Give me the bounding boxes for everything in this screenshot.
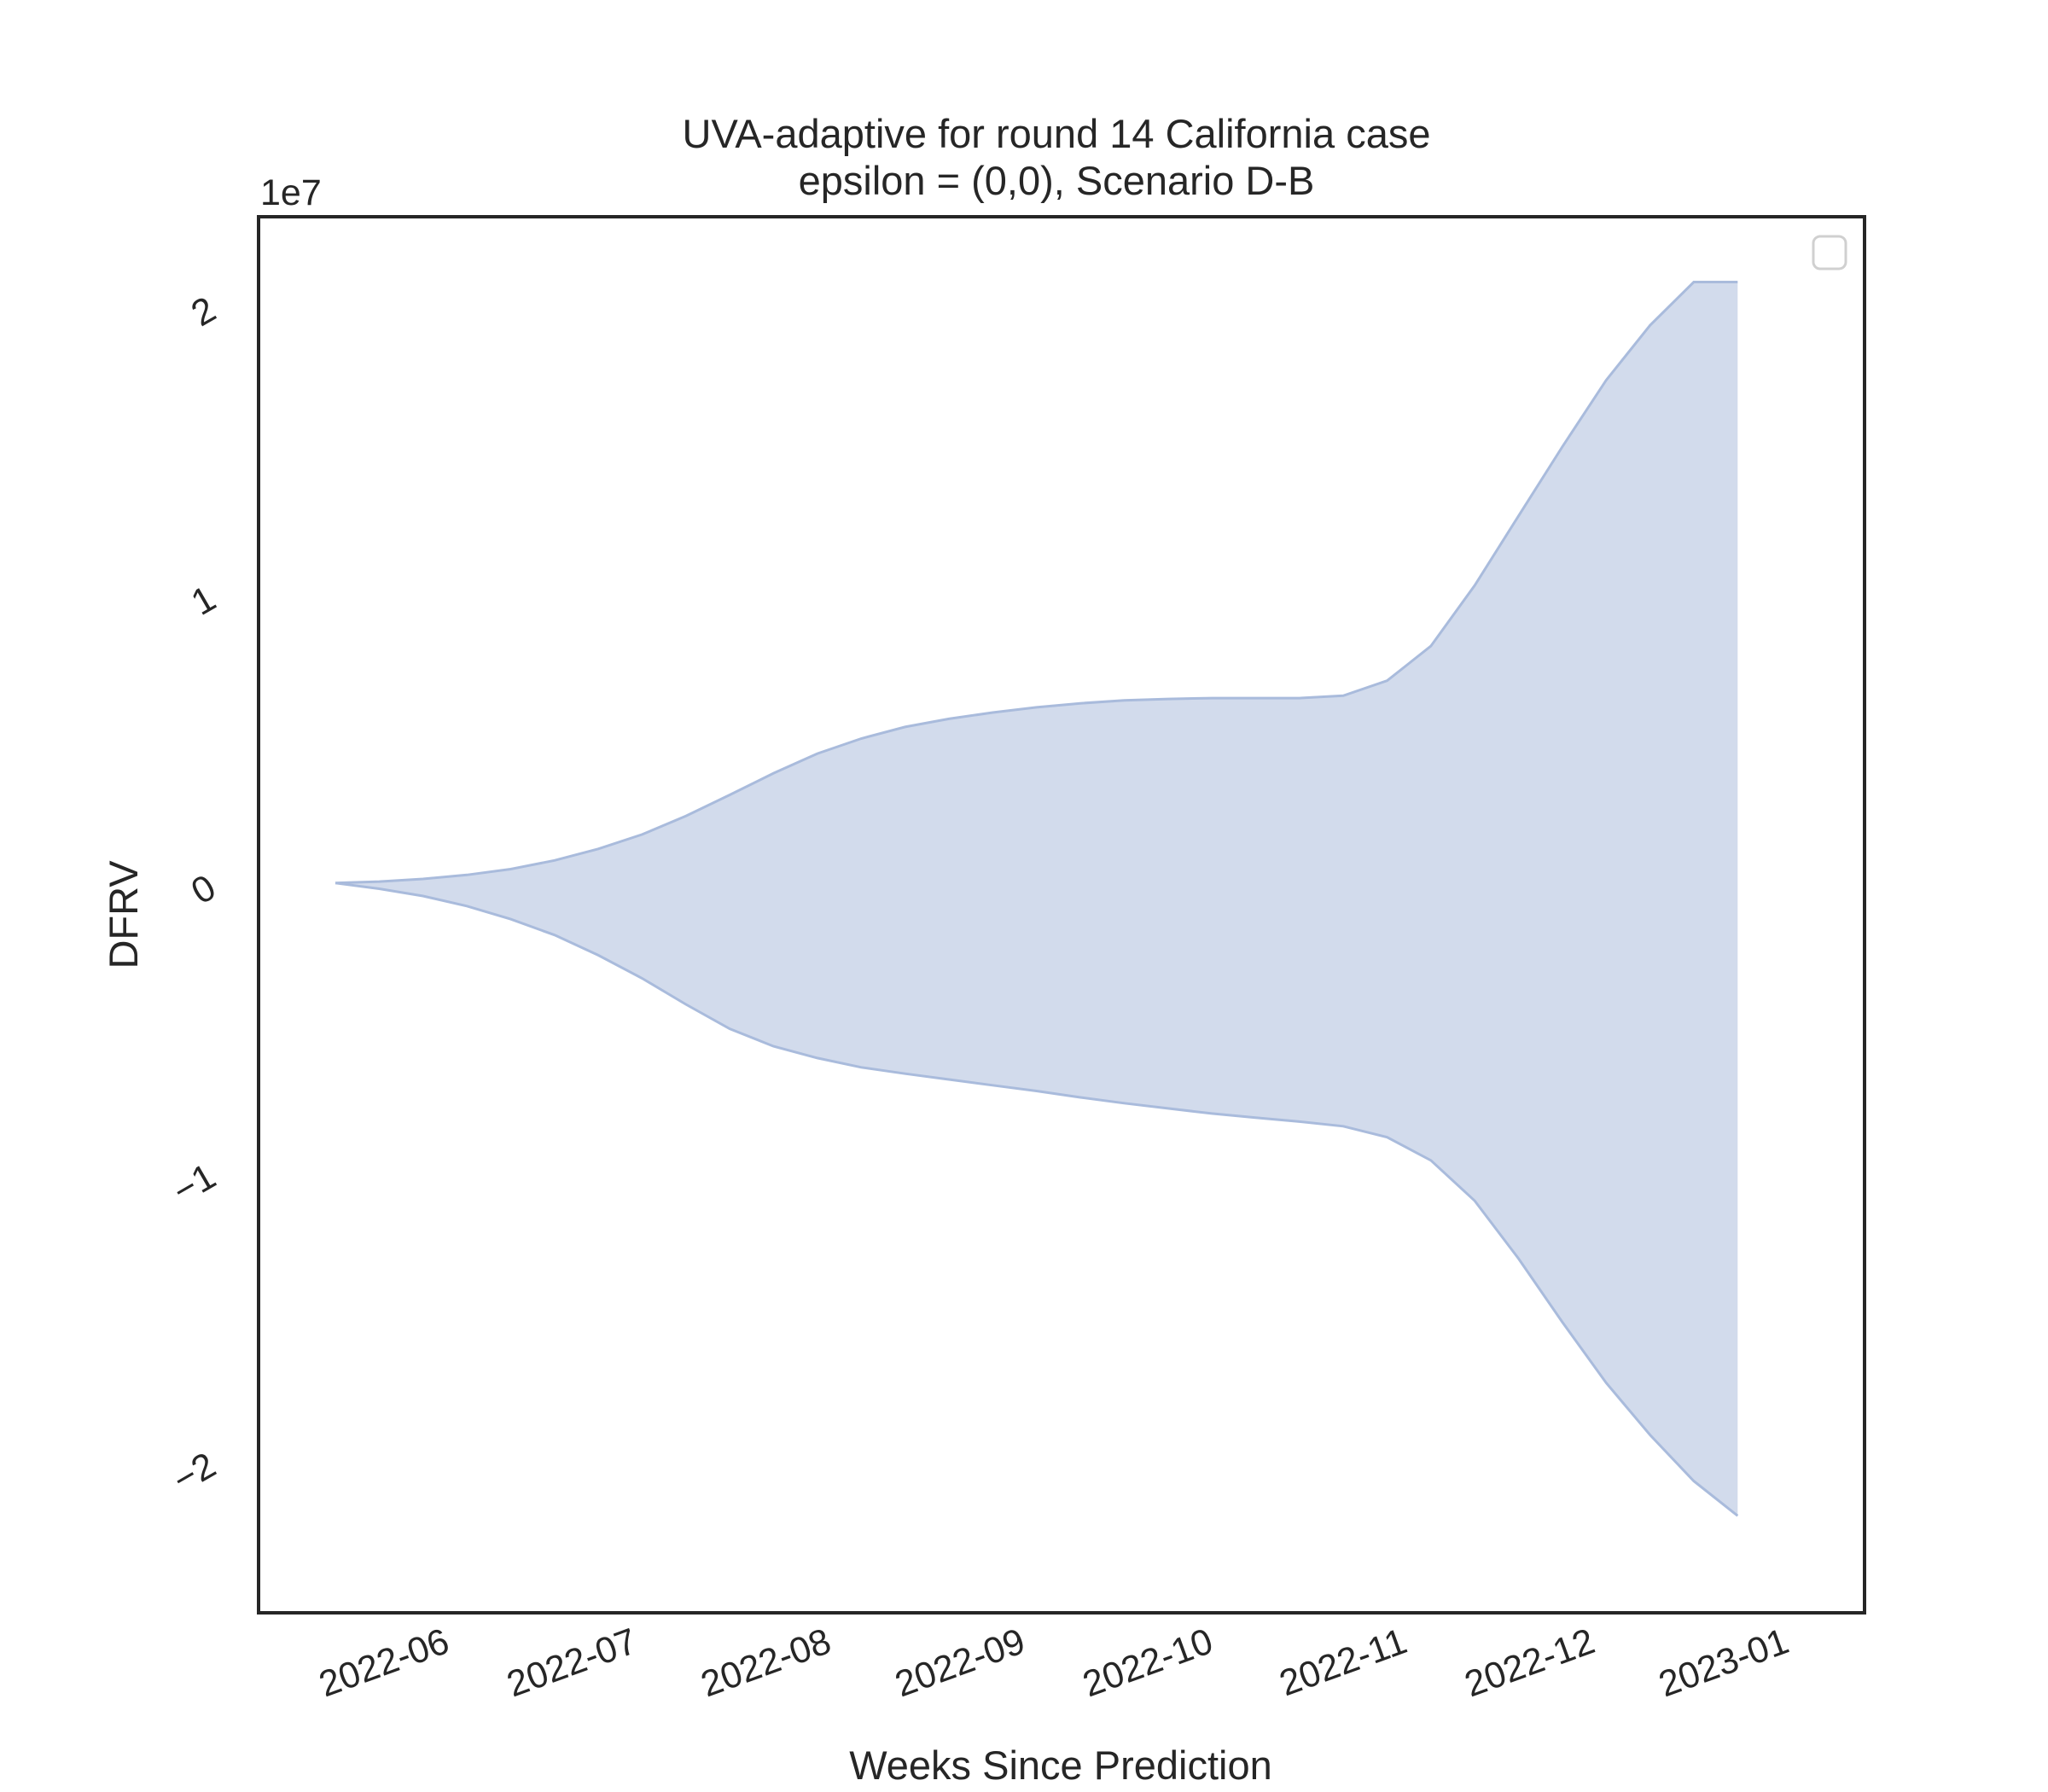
legend-box — [1812, 235, 1847, 271]
band-lower-edge — [335, 881, 1739, 1517]
plot-area — [335, 281, 1739, 1517]
y-axis-label: DFRV — [101, 860, 146, 969]
chart-subtitle: epsilon = (0,0), Scenario D-B — [799, 158, 1315, 203]
plot-frame — [257, 215, 1866, 1615]
confidence-band — [335, 282, 1738, 1516]
y-offset-label: 1e7 — [260, 172, 322, 213]
band-upper-edge — [335, 281, 1738, 885]
x-axis-label: Weeks Since Prediction — [849, 1743, 1271, 1788]
chart-title: UVA-adaptive for round 14 California cas… — [683, 111, 1431, 156]
